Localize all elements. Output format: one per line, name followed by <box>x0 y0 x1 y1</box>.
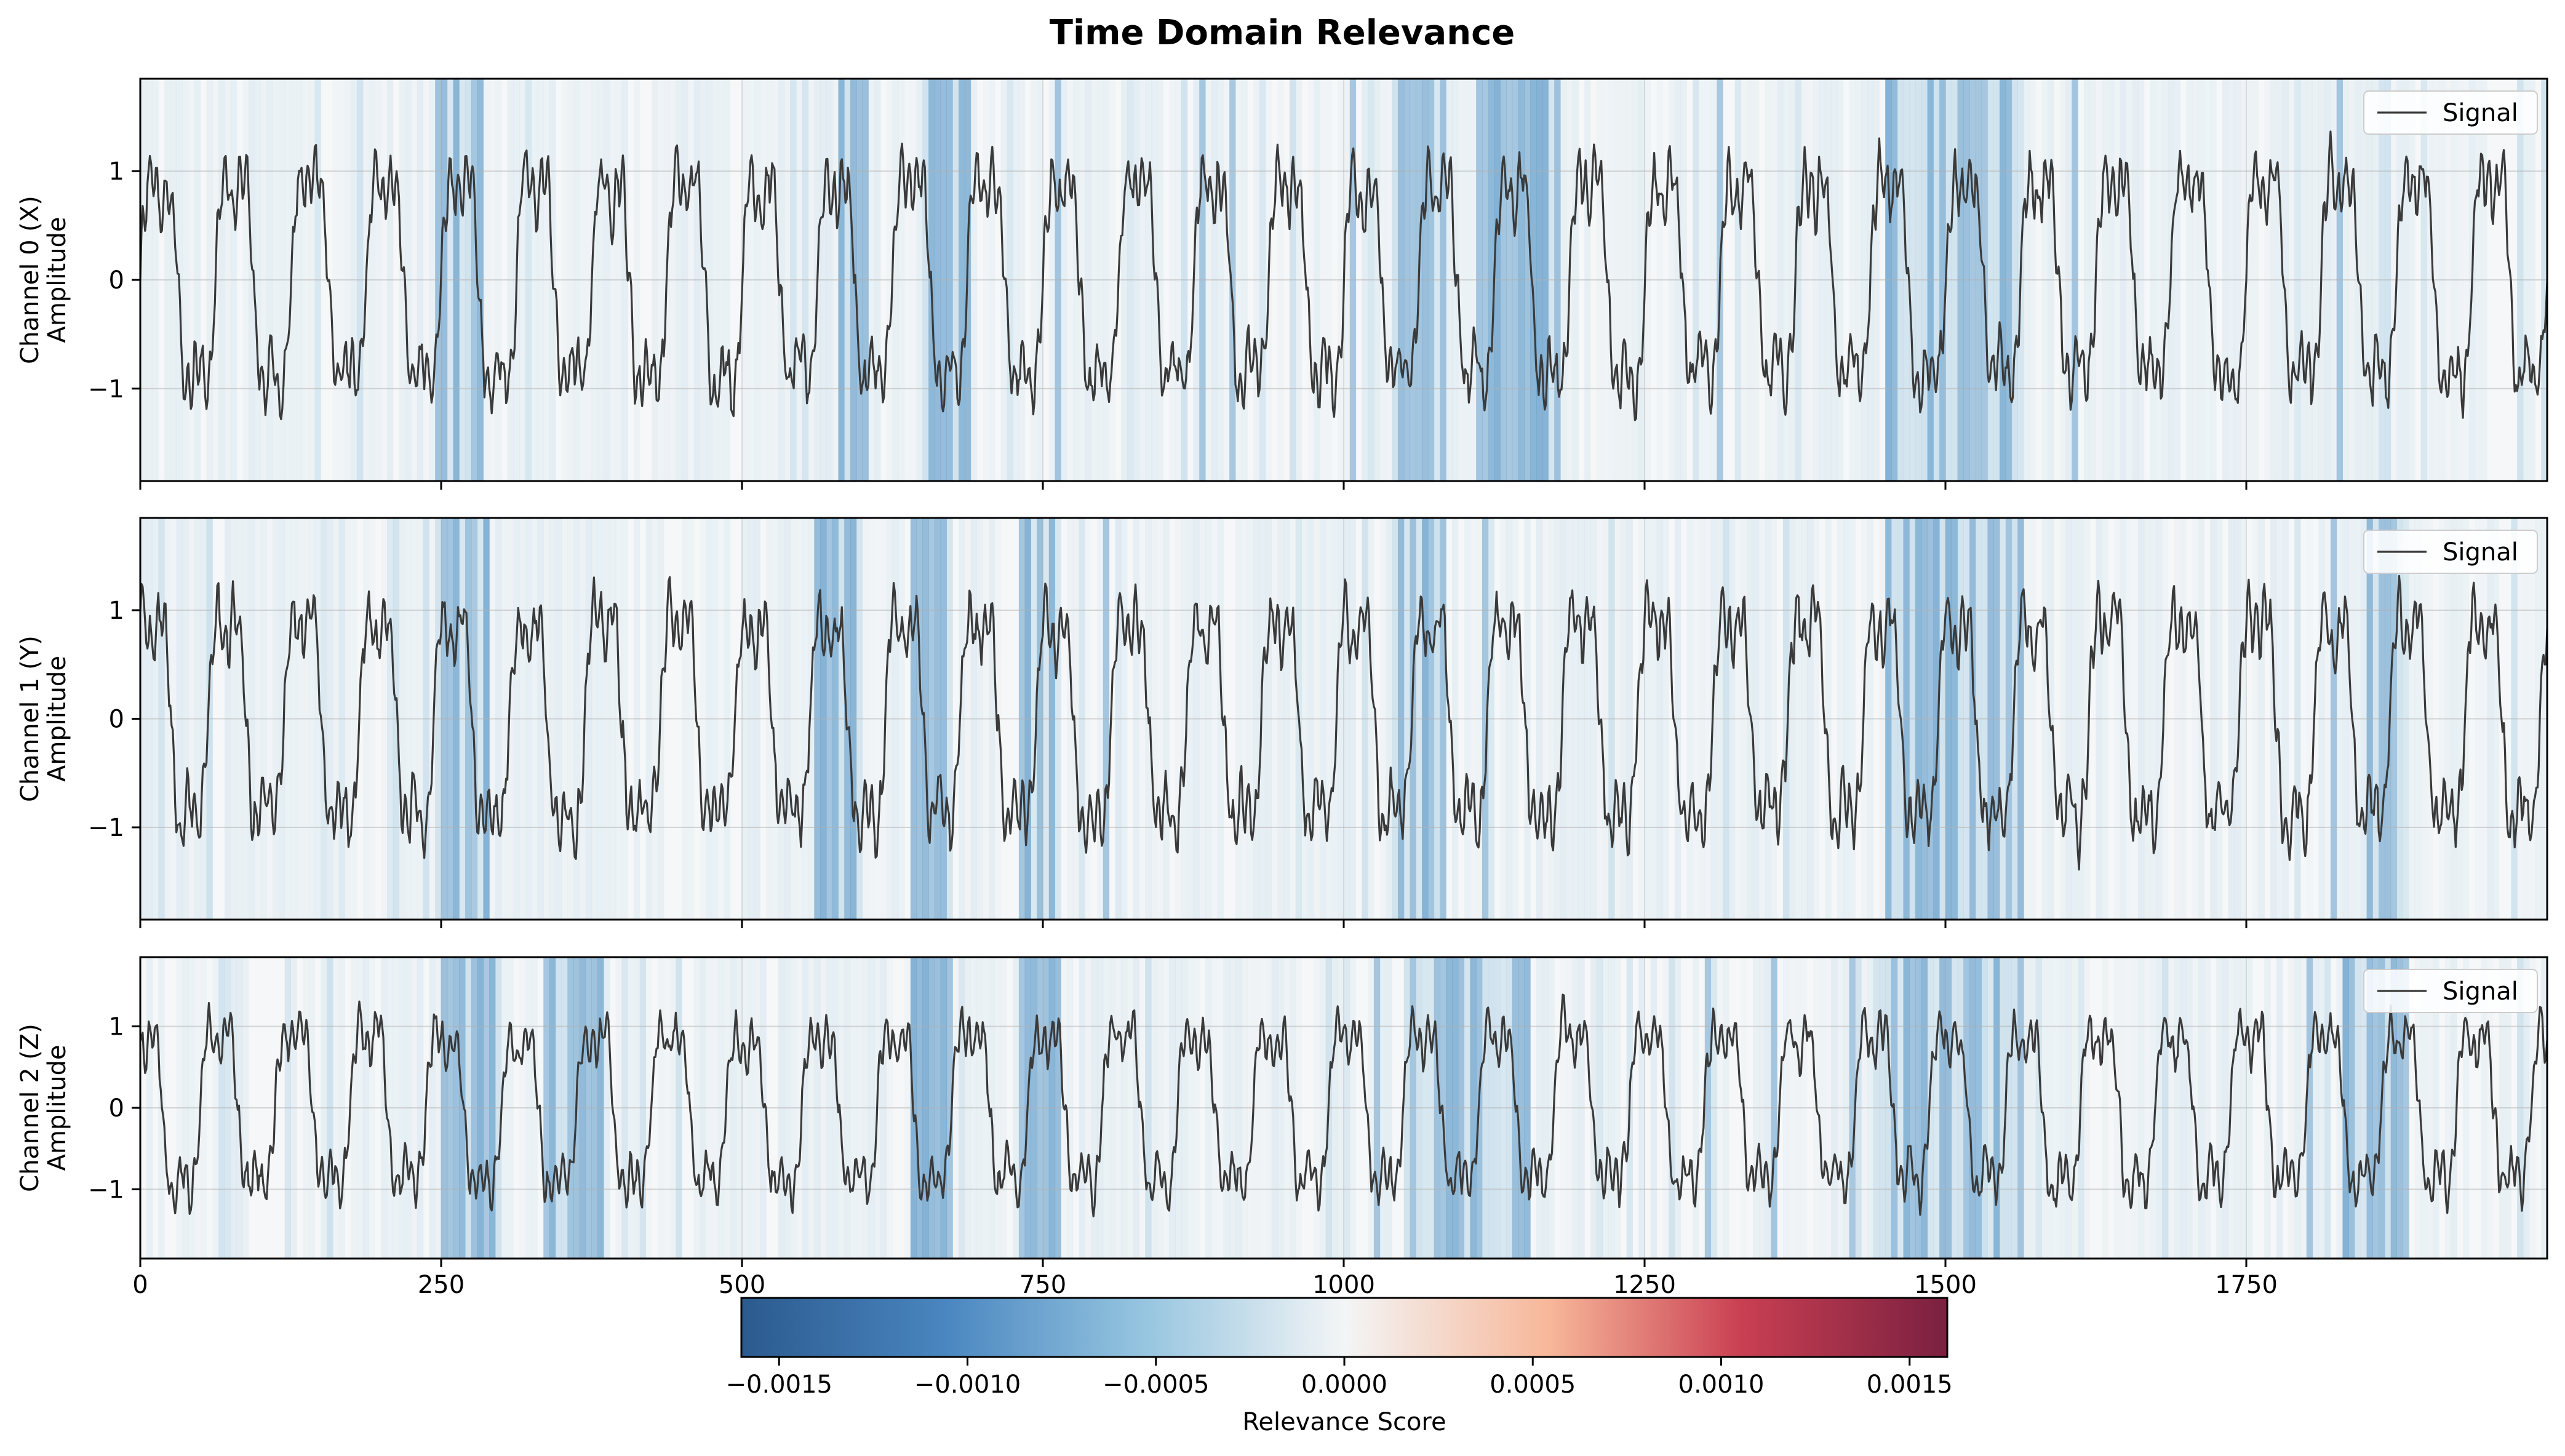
signal-line <box>140 993 2547 1218</box>
legend: Signal <box>2363 530 2538 574</box>
signal-line <box>140 575 2547 871</box>
chart-title: Time Domain Relevance <box>1050 13 1515 53</box>
colorbar-tick-label: −0.0005 <box>1103 1370 1209 1399</box>
colorbar-tick-label: 0.0010 <box>1678 1370 1765 1399</box>
y-tick-label: 1 <box>109 597 124 625</box>
legend: Signal <box>2363 90 2538 135</box>
y-tick-label: −1 <box>88 1176 124 1204</box>
legend-box <box>2363 90 2538 135</box>
colorbar: −0.0015 −0.0010 −0.0005 0.0000 0.0005 0.0010 0… <box>726 1297 1953 1436</box>
colorbar-label: Relevance Score <box>1242 1408 1446 1436</box>
colorbar-tick-label: 0.0000 <box>1301 1370 1387 1399</box>
y-tick-label: 0 <box>109 1094 124 1123</box>
x-tick-label: 500 <box>719 1271 765 1299</box>
x-tick-label: 1500 <box>1914 1271 1977 1299</box>
colorbar-tick-label: −0.0010 <box>914 1370 1021 1399</box>
legend-box <box>2363 530 2538 574</box>
y-tick-label: −1 <box>88 375 124 404</box>
panel-0: −1 0 1 Channel 0 (X)Amplitude Signal <box>16 78 2548 490</box>
x-tick-label: 1250 <box>1613 1271 1676 1299</box>
y-tick-label: 0 <box>109 706 124 734</box>
x-tick-label: 0 <box>132 1271 148 1299</box>
y-axis-label: Channel 2 (Z)Amplitude <box>16 1024 71 1192</box>
y-tick-label: −1 <box>88 814 124 842</box>
legend-label: Signal <box>2443 977 2518 1006</box>
panels: −1 0 1 Channel 0 (X)Amplitude Signal −1 0 1 Chan… <box>16 78 2548 1299</box>
y-tick-label: 1 <box>109 157 124 186</box>
y-axis-label: Channel 0 (X)Amplitude <box>16 196 71 364</box>
x-tick-label: 750 <box>1019 1271 1066 1299</box>
panel-1: −1 0 1 Channel 1 (Y)Amplitude Signal <box>16 517 2548 928</box>
y-axis-label: Channel 1 (Y)Amplitude <box>16 635 71 802</box>
y-tick-label: 0 <box>109 266 124 295</box>
panel-2: −1 0 1 0 250 500 750 1000 1250 1500 1750 Channel 2 … <box>16 956 2548 1299</box>
colorbar-tick-label: −0.0015 <box>726 1370 832 1399</box>
legend-box <box>2363 969 2538 1013</box>
y-tick-label: 1 <box>109 1013 124 1041</box>
legend: Signal <box>2363 969 2538 1013</box>
legend-label: Signal <box>2443 99 2518 127</box>
x-tick-label: 1750 <box>2215 1271 2278 1299</box>
x-tick-label: 1000 <box>1312 1271 1375 1299</box>
colorbar-tick-label: 0.0015 <box>1867 1370 1953 1399</box>
legend-label: Signal <box>2443 538 2518 567</box>
colorbar-ticks: −0.0015 −0.0010 −0.0005 0.0000 0.0005 0.0010 0… <box>726 1357 1953 1399</box>
x-tick-label: 250 <box>418 1271 465 1299</box>
signal-line <box>140 130 2547 421</box>
colorbar-tick-label: 0.0005 <box>1490 1370 1576 1399</box>
colorbar-gradient <box>740 1297 1949 1358</box>
